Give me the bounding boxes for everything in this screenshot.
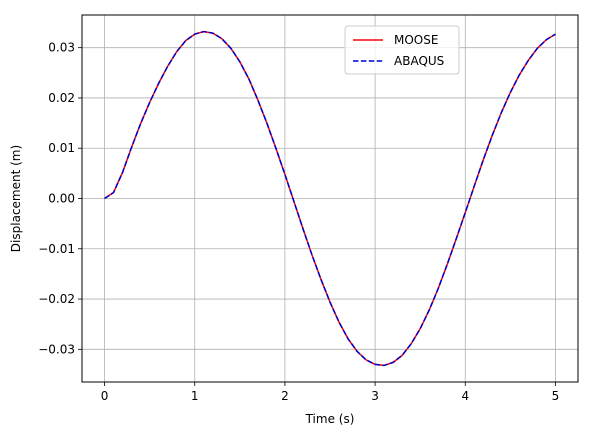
y-tick-label: 0.03 xyxy=(48,41,75,55)
legend: MOOSE ABAQUS xyxy=(344,25,460,75)
x-axis-label: Time (s) xyxy=(305,412,355,426)
x-tick-label: 4 xyxy=(461,389,469,403)
y-tick-label: 0.01 xyxy=(48,141,75,155)
series-line-abaqus xyxy=(104,30,556,367)
y-axis-label: Displacement (m) xyxy=(9,145,23,252)
axis-ticks: 0 1 2 3 4 5 0.03 0.02 0.01 0.00 −0.01 −0.02 −0.03 xyxy=(38,41,559,403)
x-tick-label: 1 xyxy=(191,389,199,403)
legend-box xyxy=(344,25,460,75)
x-tick-label: 2 xyxy=(281,389,289,403)
grid xyxy=(82,15,578,382)
legend-label-moose: MOOSE xyxy=(394,33,438,47)
y-tick-label: −0.03 xyxy=(38,342,75,356)
series-group xyxy=(104,30,556,367)
legend-label-abaqus: ABAQUS xyxy=(394,54,444,68)
x-tick-label: 3 xyxy=(371,389,379,403)
y-tick-label: 0.00 xyxy=(48,192,75,206)
y-tick-label: −0.02 xyxy=(38,292,75,306)
x-tick-label: 5 xyxy=(552,389,560,403)
y-tick-label: 0.02 xyxy=(48,91,75,105)
x-tick-label: 0 xyxy=(101,389,109,403)
y-tick-label: −0.01 xyxy=(38,242,75,256)
